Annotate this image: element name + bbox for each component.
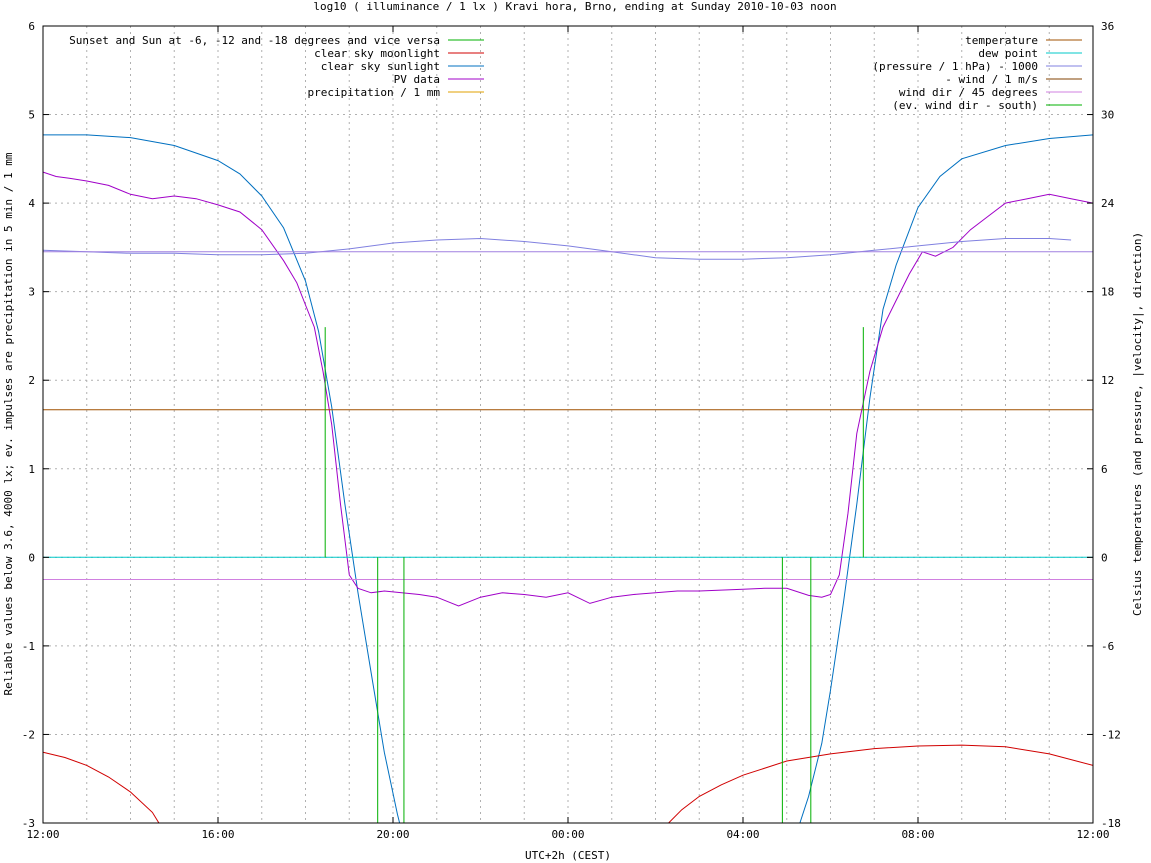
y-left-tick-label: 5 <box>28 109 35 122</box>
y-left-tick-label: 4 <box>28 197 35 210</box>
y-right-tick-label: -6 <box>1101 640 1114 653</box>
series-clear-sky-moonlight <box>43 744 1093 823</box>
chart-title: log10 ( illuminance / 1 lx ) Kravi hora,… <box>313 0 836 13</box>
y-left-tick-label: 1 <box>28 463 35 476</box>
legend-label: clear sky sunlight <box>321 60 440 73</box>
series--pressure-1-hpa-1000 <box>43 237 1072 260</box>
legend-label: precipitation / 1 mm <box>308 86 441 99</box>
series-clear-sky-sunlight <box>43 134 1093 823</box>
y-left-tick-label: -1 <box>22 640 35 653</box>
legend-label: temperature <box>965 34 1038 47</box>
y-left-tick-label: -2 <box>22 728 35 741</box>
y-axis-left-label: Reliable values below 3.6, 4000 lx; ev. … <box>2 152 15 695</box>
legend-label: (ev. wind dir - south) <box>892 99 1038 112</box>
y-right-tick-label: 12 <box>1101 374 1114 387</box>
x-tick-label: 20:00 <box>376 828 409 841</box>
series-layer <box>43 134 1093 823</box>
plot-frame <box>42 25 1094 824</box>
y-axis-right-label: Celsius temperatures (and pressure, |vel… <box>1131 232 1144 616</box>
y-left-tick-label: 3 <box>28 286 35 299</box>
grid <box>43 26 1093 823</box>
y-right-tick-label: -18 <box>1101 817 1121 830</box>
legend-label: wind dir / 45 degrees <box>899 86 1038 99</box>
y-right-tick-label: 24 <box>1101 197 1115 210</box>
x-tick-label: 00:00 <box>551 828 584 841</box>
legend-label: PV data <box>394 73 440 86</box>
x-tick-label: 08:00 <box>901 828 934 841</box>
y-right-tick-label: 18 <box>1101 286 1114 299</box>
legend-label: - wind / 1 m/s <box>945 73 1038 86</box>
y-left-tick-label: 0 <box>28 551 35 564</box>
y-left-tick-label: 6 <box>28 20 35 33</box>
x-tick-label: 04:00 <box>726 828 759 841</box>
legend-label: dew point <box>978 47 1038 60</box>
x-axis-label: UTC+2h (CEST) <box>525 849 611 862</box>
y-right-tick-label: 30 <box>1101 109 1114 122</box>
legend: Sunset and Sun at -6, -12 and -18 degree… <box>69 34 1082 112</box>
y-left-tick-label: -3 <box>22 817 35 830</box>
x-tick-label: 12:00 <box>1076 828 1109 841</box>
ticks: 12:00 16:00 20:00 00:00 04:00 08:00 12:00-3-2-… <box>22 20 1121 841</box>
legend-label: clear sky moonlight <box>314 47 440 60</box>
legend-label: Sunset and Sun at -6, -12 and -18 degree… <box>69 34 440 47</box>
series-pv-data <box>43 171 1093 607</box>
y-right-tick-label: 6 <box>1101 463 1108 476</box>
legend-label: (pressure / 1 hPa) - 1000 <box>872 60 1038 73</box>
y-left-tick-label: 2 <box>28 374 35 387</box>
y-right-tick-label: 36 <box>1101 20 1114 33</box>
y-right-tick-label: 0 <box>1101 551 1108 564</box>
x-tick-label: 12:00 <box>26 828 59 841</box>
x-tick-label: 16:00 <box>201 828 234 841</box>
y-right-tick-label: -12 <box>1101 728 1121 741</box>
